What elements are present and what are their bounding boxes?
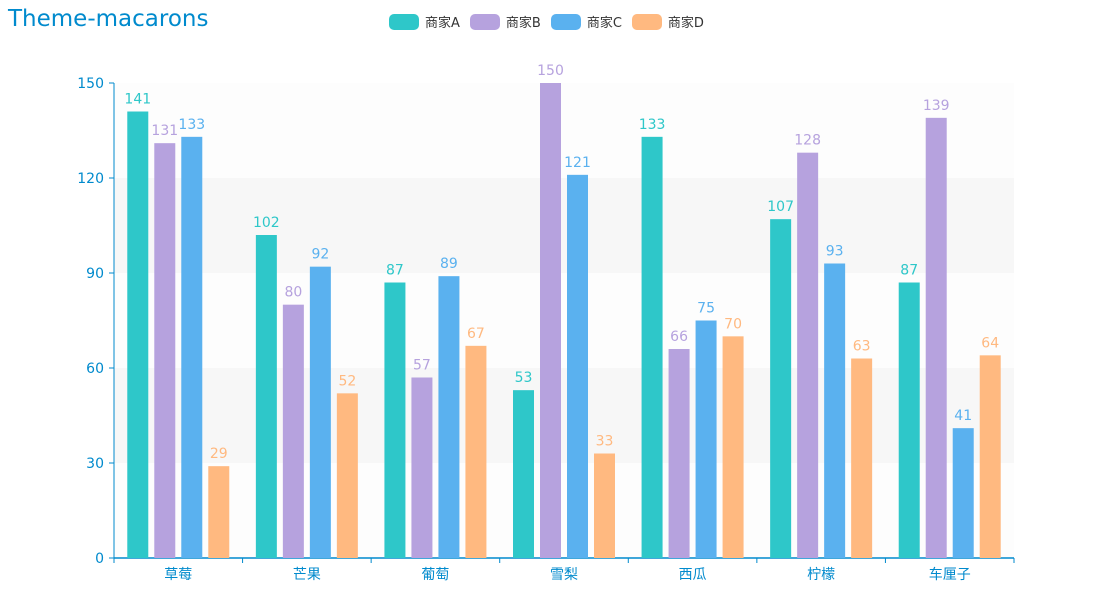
bar [770, 219, 792, 558]
x-tick-label: 芒果 [293, 567, 321, 583]
chart-title: Theme-macarons [8, 6, 209, 32]
bar-value-label: 67 [467, 326, 485, 342]
bar-value-label: 66 [670, 329, 688, 345]
bar-value-label: 133 [639, 117, 666, 133]
grid-band [114, 463, 1014, 558]
bar-value-label: 92 [311, 247, 329, 263]
legend-item-d[interactable]: 商家D [631, 12, 704, 31]
bar [540, 83, 561, 558]
bar [668, 349, 690, 558]
bar [438, 276, 460, 558]
bar [465, 345, 487, 558]
bar [208, 466, 230, 558]
grid-band [114, 178, 1014, 273]
legend-item-b[interactable]: 商家B [469, 12, 541, 31]
bar [309, 266, 331, 558]
bar [255, 235, 277, 558]
x-tick-label: 草莓 [164, 567, 192, 583]
legend-label-d: 商家D [667, 16, 704, 31]
bar [722, 336, 744, 558]
bar [695, 320, 717, 558]
bar [513, 390, 534, 558]
bar [411, 377, 433, 558]
bar-value-label: 102 [253, 215, 280, 231]
bar [594, 453, 615, 558]
bar [384, 282, 406, 558]
bar [898, 282, 920, 558]
bar [181, 136, 203, 559]
bar-value-label: 57 [413, 358, 431, 374]
legend-swatch-d [631, 13, 662, 30]
bar-value-label: 89 [440, 256, 458, 272]
y-tick-label: 0 [95, 551, 104, 567]
bar-value-label: 139 [923, 98, 950, 114]
x-tick-label: 西瓜 [679, 567, 707, 583]
legend-label-a: 商家A [425, 16, 460, 31]
bar [336, 393, 358, 558]
bar-value-label: 75 [697, 301, 715, 317]
x-tick-label: 雪梨 [550, 567, 578, 583]
bar [925, 117, 947, 558]
y-tick-label: 30 [86, 456, 104, 472]
bar [567, 174, 588, 559]
legend-label-c: 商家C [586, 16, 622, 31]
bar-value-label: 87 [386, 263, 404, 279]
x-tick-label: 葡萄 [421, 567, 449, 583]
legend-swatch-b [469, 13, 500, 30]
bar [797, 152, 819, 558]
legend-item-a[interactable]: 商家A [389, 12, 460, 31]
grid-band [114, 83, 1014, 178]
bar [282, 304, 304, 558]
x-tick-label: 柠檬 [807, 567, 835, 583]
y-tick-label: 60 [86, 361, 104, 377]
legend: 商家A 商家B 商家C 商家D [389, 12, 714, 31]
bar-value-label: 141 [124, 92, 151, 108]
bar [952, 428, 974, 558]
bar-value-label: 41 [954, 408, 972, 424]
bar [979, 355, 1001, 558]
legend-swatch-a [389, 13, 419, 30]
bar-value-label: 131 [151, 123, 178, 139]
bar-value-label: 64 [981, 335, 999, 351]
x-tick-label: 车厘子 [929, 566, 971, 583]
legend-label-b: 商家B [505, 16, 541, 31]
bar-value-label: 87 [900, 263, 918, 279]
bar-value-label: 107 [767, 199, 794, 215]
bar-value-label: 53 [515, 370, 533, 386]
bar-value-label: 63 [853, 339, 871, 355]
bar [824, 263, 846, 558]
y-tick-label: 90 [86, 266, 104, 282]
bar [154, 143, 176, 558]
bar-value-label: 128 [794, 133, 821, 149]
bar-value-label: 93 [826, 244, 844, 260]
y-tick-label: 120 [77, 171, 104, 187]
bar [127, 111, 149, 558]
bar-value-label: 121 [564, 155, 591, 171]
bar-value-label: 133 [178, 117, 205, 133]
bar-value-label: 80 [284, 285, 302, 301]
bar [851, 358, 873, 558]
legend-swatch-c [550, 13, 581, 30]
grid-band [114, 273, 1014, 368]
legend-item-c[interactable]: 商家C [550, 12, 622, 31]
bar-value-label: 29 [210, 446, 228, 462]
grid-band [114, 368, 1014, 463]
bar-value-label: 52 [338, 373, 356, 389]
bar-value-label: 150 [537, 63, 564, 79]
bar [641, 136, 663, 559]
bar-value-label: 33 [596, 434, 614, 450]
bar-value-label: 70 [724, 316, 742, 332]
y-tick-label: 150 [77, 76, 104, 92]
